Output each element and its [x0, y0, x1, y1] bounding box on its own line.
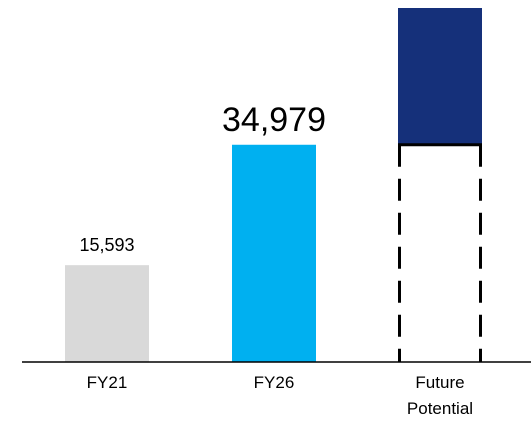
x-tick-label: FY21: [86, 373, 128, 392]
value-label: 34,979: [222, 100, 326, 139]
bar-potential: [398, 8, 482, 145]
value-label: 15,593: [79, 235, 135, 256]
bar: [232, 144, 316, 362]
bar: [65, 265, 149, 362]
x-tick-label: Future Potential: [406, 373, 474, 418]
x-tick-label: FY26: [253, 373, 295, 392]
